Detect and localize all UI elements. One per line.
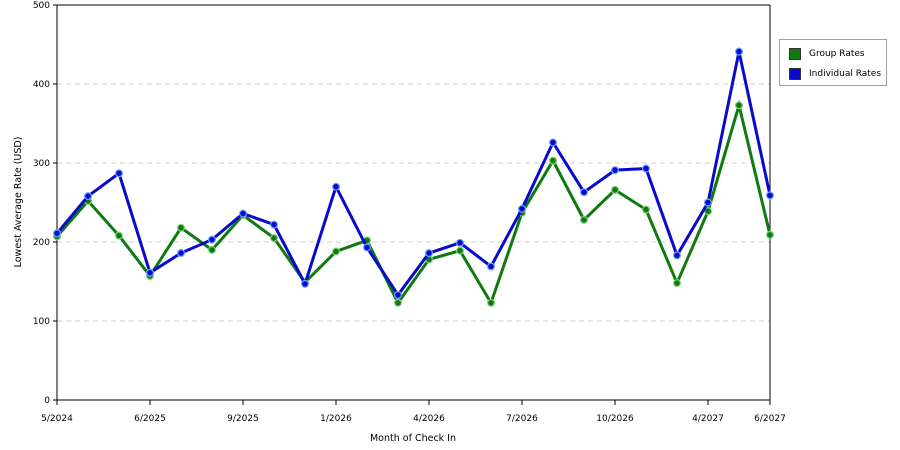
y-tick-label-0: 0 [44, 396, 50, 406]
y-tick-label-100: 100 [33, 317, 50, 327]
data-point-individual-rates [270, 220, 279, 229]
gridlines [57, 83, 770, 322]
x-tick-label: 7/2026 [506, 414, 538, 424]
data-point-individual-rates [52, 229, 61, 238]
data-point-individual-rates [394, 290, 403, 299]
x-tick-label: 6/2027 [754, 414, 786, 424]
data-point-group-rates [270, 234, 279, 243]
data-point-group-rates [734, 101, 743, 110]
data-point-individual-rates [301, 279, 310, 288]
data-point-group-rates [548, 156, 557, 165]
y-tick-label-200: 200 [33, 238, 50, 248]
legend-item-group-rates: Group Rates [789, 47, 865, 61]
data-point-individual-rates [239, 209, 248, 218]
data-point-individual-rates [610, 166, 619, 175]
data-point-individual-rates [548, 138, 557, 147]
data-point-group-rates [610, 185, 619, 194]
data-point-group-rates [672, 279, 681, 288]
data-point-individual-rates [703, 198, 712, 207]
data-point-group-rates [114, 231, 123, 240]
data-point-individual-rates [579, 188, 588, 197]
y-tick-label-300: 300 [33, 159, 50, 169]
x-tick-label: 1/2026 [320, 414, 352, 424]
data-point-individual-rates [208, 235, 217, 244]
data-point-group-rates [208, 245, 217, 254]
data-point-group-rates [177, 223, 186, 232]
series [52, 47, 774, 307]
y-tick-label-500: 500 [33, 1, 50, 11]
x-tick-label: 4/2027 [692, 414, 724, 424]
data-point-individual-rates [363, 243, 372, 252]
x-ticks: 5/2024 6/2025 9/2025 1/2026 4/2026 7/2026 10/2… [41, 400, 786, 424]
x-tick-label: 6/2025 [134, 414, 166, 424]
data-point-individual-rates [177, 249, 186, 258]
data-point-group-rates [394, 298, 403, 307]
data-point-individual-rates [517, 204, 526, 213]
data-point-individual-rates [765, 191, 774, 200]
legend-swatch-individual-rates [789, 68, 801, 80]
x-tick-label: 10/2026 [596, 414, 634, 424]
data-point-group-rates [765, 230, 774, 239]
data-point-group-rates [332, 247, 341, 256]
legend-label-group-rates: Group Rates [809, 49, 865, 59]
y-ticks: 0 100 200 300 400 500 [33, 1, 57, 406]
series-line-individual-rates [55, 51, 772, 298]
x-tick-label: 4/2026 [413, 414, 445, 424]
data-point-individual-rates [672, 251, 681, 260]
data-point-individual-rates [83, 192, 92, 201]
data-point-group-rates [456, 246, 465, 255]
x-tick-label: 5/2024 [41, 414, 73, 424]
x-tick-label: 9/2025 [227, 414, 259, 424]
data-point-individual-rates [641, 164, 650, 173]
data-point-individual-rates [146, 268, 155, 277]
data-point-group-rates [487, 298, 496, 307]
legend: Group Rates Individual Rates [779, 39, 887, 86]
data-point-individual-rates [332, 182, 341, 191]
legend-label-individual-rates: Individual Rates [809, 69, 882, 79]
legend-item-individual-rates: Individual Rates [789, 67, 881, 81]
data-point-group-rates [641, 205, 650, 214]
data-point-individual-rates [114, 169, 123, 178]
x-axis-title: Month of Check In [370, 433, 456, 444]
y-axis-title: Lowest Average Rate (USD) [13, 137, 24, 268]
series-line-group-rates [55, 99, 772, 307]
y-tick-label-400: 400 [33, 80, 50, 90]
data-point-individual-rates [456, 238, 465, 247]
data-point-group-rates [579, 215, 588, 224]
data-point-individual-rates [425, 249, 434, 258]
data-point-individual-rates [487, 262, 496, 271]
axes [56, 4, 771, 401]
legend-swatch-group-rates [789, 48, 801, 60]
data-point-individual-rates [734, 47, 743, 56]
